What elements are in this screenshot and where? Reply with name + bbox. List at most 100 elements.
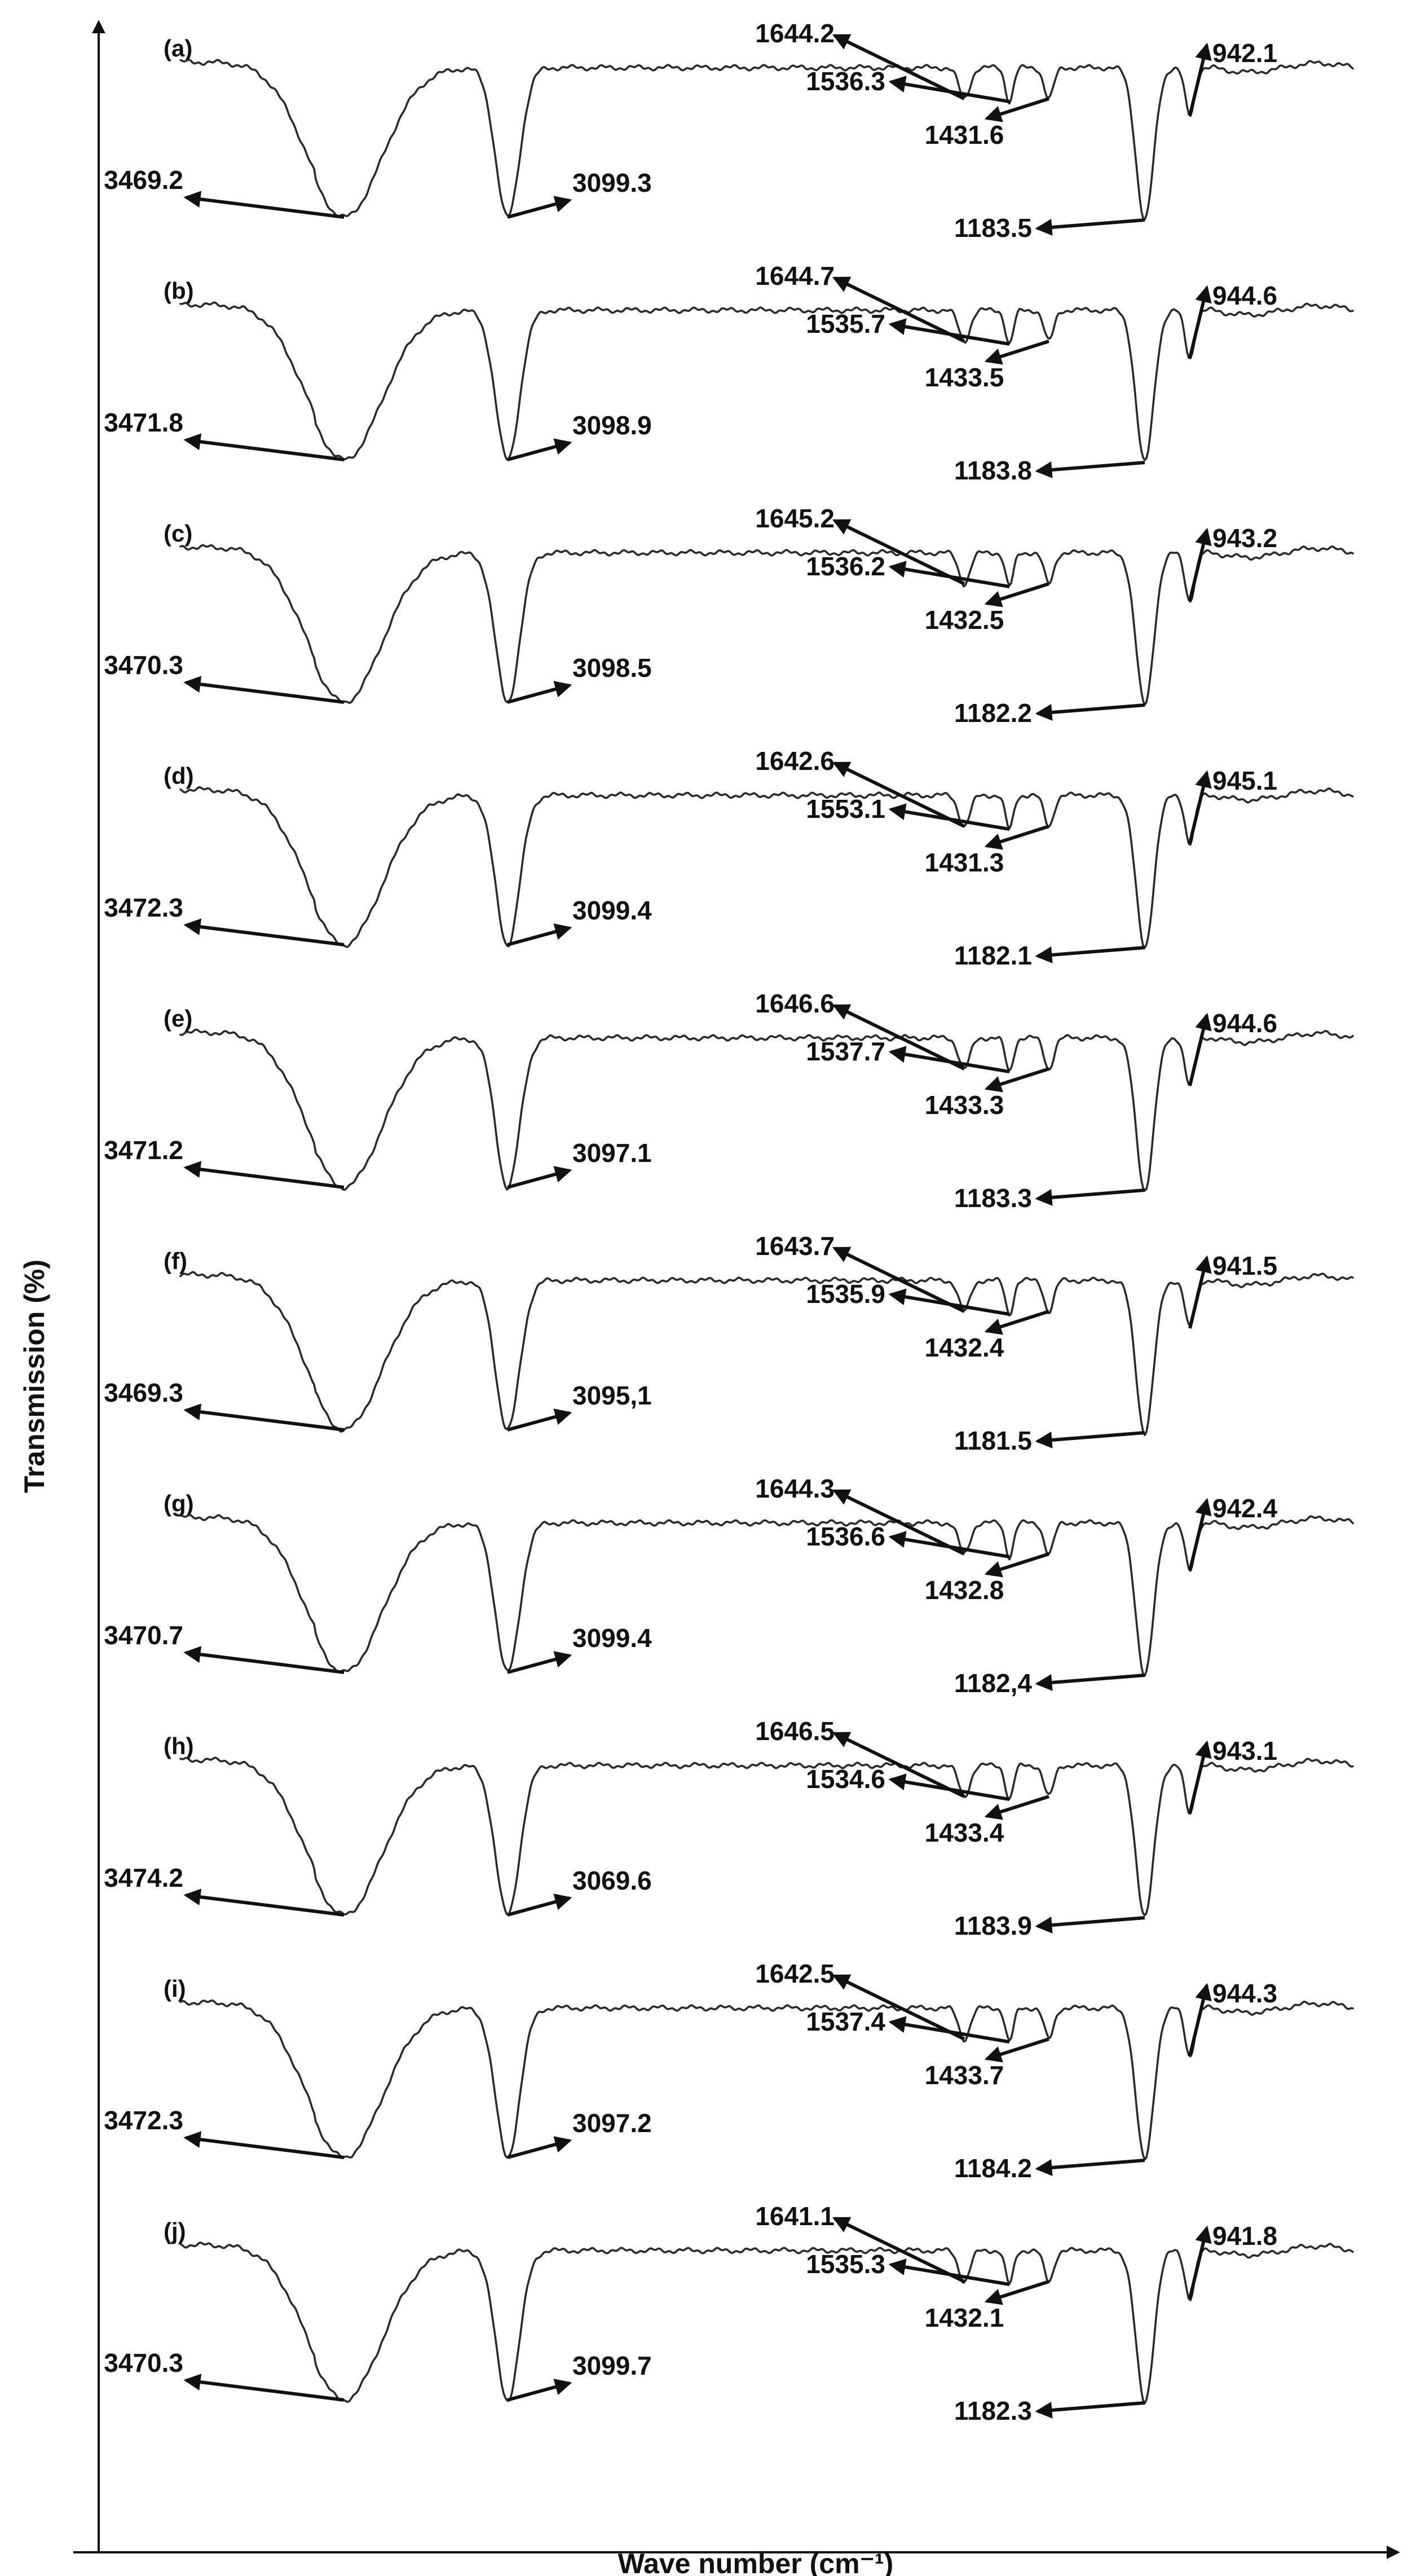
peak-label: 1643.7: [755, 1231, 835, 1261]
peak-label: 1182.1: [954, 941, 1032, 970]
peak-arrow: [1188, 1255, 1212, 1329]
spectra-group: (a) 3469.2 3099.3 1644.2 1536.3 1431.6 1183.5 9…: [104, 19, 1354, 2425]
peak-label: 1536.6: [806, 1522, 885, 1551]
peak-label: 1433.7: [925, 2060, 1004, 2090]
panel-label: (a): [164, 35, 192, 61]
peak-label: 944.6: [1212, 1009, 1277, 1038]
peak-arrow: [832, 519, 965, 585]
peak-label: 1641.1: [755, 2201, 835, 2231]
spectrum-line: [179, 1514, 1354, 1677]
peak-label: 3099.4: [572, 896, 652, 925]
spectrum-f: (f) 3469.3 3095,1 1643.7 1535.9 1432.4 1181.5 9…: [104, 1231, 1354, 1455]
peak-label: 1642.6: [755, 746, 835, 776]
panel-label: (c): [164, 520, 192, 547]
peak-arrow: [507, 923, 572, 946]
peak-arrow: [507, 1408, 572, 1432]
peak-label: 3474.2: [104, 1863, 183, 1892]
spectrum-line: [179, 1999, 1354, 2161]
peak-arrow: [888, 1288, 1010, 1316]
peak-label: 1646.6: [755, 989, 835, 1018]
peak-arrow: [1035, 218, 1145, 236]
peak-label: 1536.3: [806, 67, 885, 96]
y-axis-title: Transmission (%): [19, 1260, 50, 1493]
peak-label: 1535.9: [806, 1279, 885, 1309]
peak-label: 3097.1: [572, 1138, 652, 1168]
spectrum-line: [179, 1271, 1354, 1436]
peak-label: 1644.3: [755, 1474, 835, 1503]
peak-arrow: [183, 1161, 345, 1189]
peak-label: 1432.5: [925, 605, 1004, 635]
peak-arrow: [832, 2217, 965, 2283]
peak-label: 1536.2: [806, 552, 885, 581]
peak-label: 1645.2: [755, 504, 835, 533]
peak-label: 1644.7: [755, 261, 835, 290]
peak-arrow: [183, 191, 345, 219]
peak-arrow: [1035, 946, 1145, 963]
peak-label: 1534.6: [806, 1764, 885, 1794]
peak-arrow: [832, 1247, 965, 1313]
peak-arrow: [507, 2136, 572, 2159]
panel-label: (d): [164, 763, 194, 789]
peak-label: 1182.3: [954, 2396, 1032, 2425]
peak-label: 1433.3: [925, 1090, 1004, 1120]
peak-arrow: [984, 1067, 1049, 1093]
peak-label: 3469.2: [104, 165, 183, 195]
spectrum-d: (d) 3472.3 3099.4 1642.6 1553.1 1431.3 1182.1 9…: [104, 746, 1354, 970]
x-axis-title: Wave number (cm⁻¹): [618, 2548, 894, 2576]
peak-arrow: [984, 2037, 1049, 2063]
peak-label: 944.6: [1212, 281, 1277, 310]
peak-label: 1535.3: [806, 2249, 885, 2279]
spectrum-line: [179, 786, 1354, 949]
peak-label: 1642.5: [755, 1959, 835, 1988]
peak-arrow: [183, 1888, 345, 1917]
peak-label: 1535.7: [806, 309, 885, 338]
peak-arrow: [832, 34, 965, 100]
panel-label: (g): [164, 1490, 194, 1517]
peak-arrow: [984, 2280, 1049, 2305]
peak-arrow: [183, 1646, 345, 1674]
spectrum-j: (j) 3470.3 3099.7 1641.1 1535.3 1432.1 1182.3 9…: [104, 2201, 1354, 2425]
peak-label: 3471.2: [104, 1135, 183, 1165]
panel-label: (h): [164, 1733, 194, 1759]
peak-arrow: [888, 2016, 1010, 2044]
peak-label: 3097.2: [572, 2108, 652, 2138]
peak-arrow: [1035, 461, 1145, 478]
peak-arrow: [1035, 1431, 1145, 1448]
peak-arrow: [1035, 703, 1145, 721]
peak-arrow: [507, 1166, 572, 1189]
peak-arrow: [888, 1531, 1010, 1558]
peak-arrow: [888, 76, 1010, 103]
peak-arrow: [183, 2374, 345, 2402]
peak-arrow: [1035, 2159, 1145, 2176]
peak-arrow: [984, 1310, 1049, 1335]
peak-label: 1184.2: [954, 2154, 1032, 2183]
peak-label: 943.1: [1212, 1736, 1277, 1765]
peak-label: 1537.7: [806, 1037, 885, 1066]
spectrum-g: (g) 3470.7 3099.4 1644.3 1536.6 1432.8 1182,4 9…: [104, 1474, 1354, 1698]
peak-label: 3099.7: [572, 2351, 652, 2380]
panel-label: (j): [164, 2218, 186, 2244]
panel-label: (e): [164, 1005, 192, 1032]
peak-arrow: [183, 918, 345, 946]
peak-label: 1183.9: [954, 1911, 1032, 1940]
peak-arrow: [507, 1894, 572, 1917]
peak-label: 3099.3: [572, 168, 652, 197]
peak-label: 941.5: [1212, 1251, 1277, 1280]
peak-arrow: [888, 1773, 1010, 1801]
peak-arrow: [1188, 2225, 1212, 2299]
peak-label: 1644.2: [755, 19, 835, 48]
peak-label: 943.2: [1212, 523, 1277, 553]
spectrum-line: [179, 1756, 1354, 1917]
peak-label: 3099.4: [572, 1623, 652, 1653]
peak-label: 3470.3: [104, 2348, 183, 2377]
peak-label: 3472.3: [104, 2106, 183, 2135]
panel-label: (b): [164, 278, 194, 304]
peak-arrow: [183, 433, 345, 461]
peak-arrow: [507, 438, 572, 461]
peak-label: 3470.3: [104, 650, 183, 680]
peak-label: 3095,1: [572, 1381, 652, 1410]
peak-label: 942.4: [1212, 1494, 1278, 1523]
peak-arrow: [507, 2379, 572, 2402]
peak-arrow: [183, 2131, 345, 2159]
peak-arrow: [507, 1651, 572, 1674]
